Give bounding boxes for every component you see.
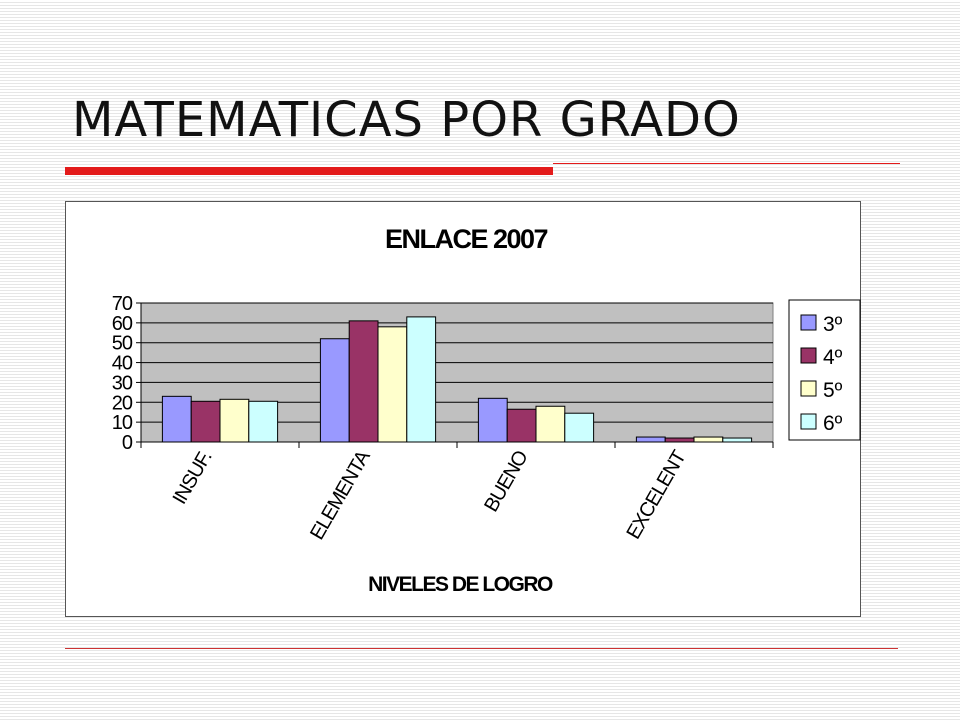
bar bbox=[377, 326, 408, 443]
bar bbox=[664, 437, 695, 443]
bar bbox=[535, 405, 566, 443]
footer-rule bbox=[65, 648, 898, 649]
bar bbox=[722, 437, 753, 443]
y-tick-label: 20 bbox=[112, 392, 133, 414]
y-tick-label: 10 bbox=[112, 412, 133, 434]
x-axis-categories: INSUF. ELEMENTA BUENO EXCELENT bbox=[140, 442, 774, 544]
title-underline-thick bbox=[65, 167, 553, 175]
slide-title: MATEMATICAS POR GRADO bbox=[72, 92, 741, 148]
y-tick-label: 60 bbox=[112, 313, 133, 335]
x-tick-label: EXCELENT bbox=[622, 447, 690, 543]
legend-label: 3º bbox=[823, 313, 843, 336]
legend-label: 6º bbox=[823, 412, 843, 435]
legend-swatch bbox=[800, 413, 817, 430]
legend-swatch bbox=[800, 380, 817, 397]
bar bbox=[406, 316, 437, 443]
bar bbox=[477, 397, 508, 443]
bar bbox=[190, 400, 221, 443]
chart-frame: ENLACE 2007 0 10 20 30 40 50 60 70 INSUF. ELEMEN… bbox=[65, 201, 861, 617]
title-underline-thin bbox=[553, 163, 900, 164]
bar bbox=[506, 408, 537, 443]
y-tick-label: 40 bbox=[112, 353, 133, 375]
y-tick-label: 30 bbox=[112, 372, 133, 394]
legend: 3º 4º 5º 6º bbox=[788, 299, 861, 441]
x-tick-label: ELEMENTA bbox=[306, 446, 375, 544]
x-axis-label: NIVELES DE LOGRO bbox=[368, 573, 553, 596]
bar bbox=[219, 398, 250, 443]
legend-label: 5º bbox=[823, 379, 843, 402]
x-tick-label: BUENO bbox=[480, 447, 532, 516]
bar bbox=[564, 412, 595, 443]
bar bbox=[161, 395, 192, 443]
y-tick-label: 50 bbox=[112, 333, 133, 355]
bar bbox=[319, 338, 350, 443]
bar bbox=[248, 400, 279, 443]
x-tick-label: INSUF. bbox=[169, 448, 217, 509]
y-tick-label: 0 bbox=[122, 432, 133, 454]
legend-swatch bbox=[800, 347, 817, 364]
legend-label: 4º bbox=[823, 346, 843, 369]
bar bbox=[693, 436, 724, 443]
bar bbox=[348, 320, 379, 443]
plot-area bbox=[140, 302, 774, 443]
y-tick-label: 70 bbox=[112, 293, 133, 315]
bar bbox=[635, 436, 666, 443]
legend-swatch bbox=[800, 314, 817, 331]
chart-title: ENLACE 2007 bbox=[385, 224, 548, 254]
